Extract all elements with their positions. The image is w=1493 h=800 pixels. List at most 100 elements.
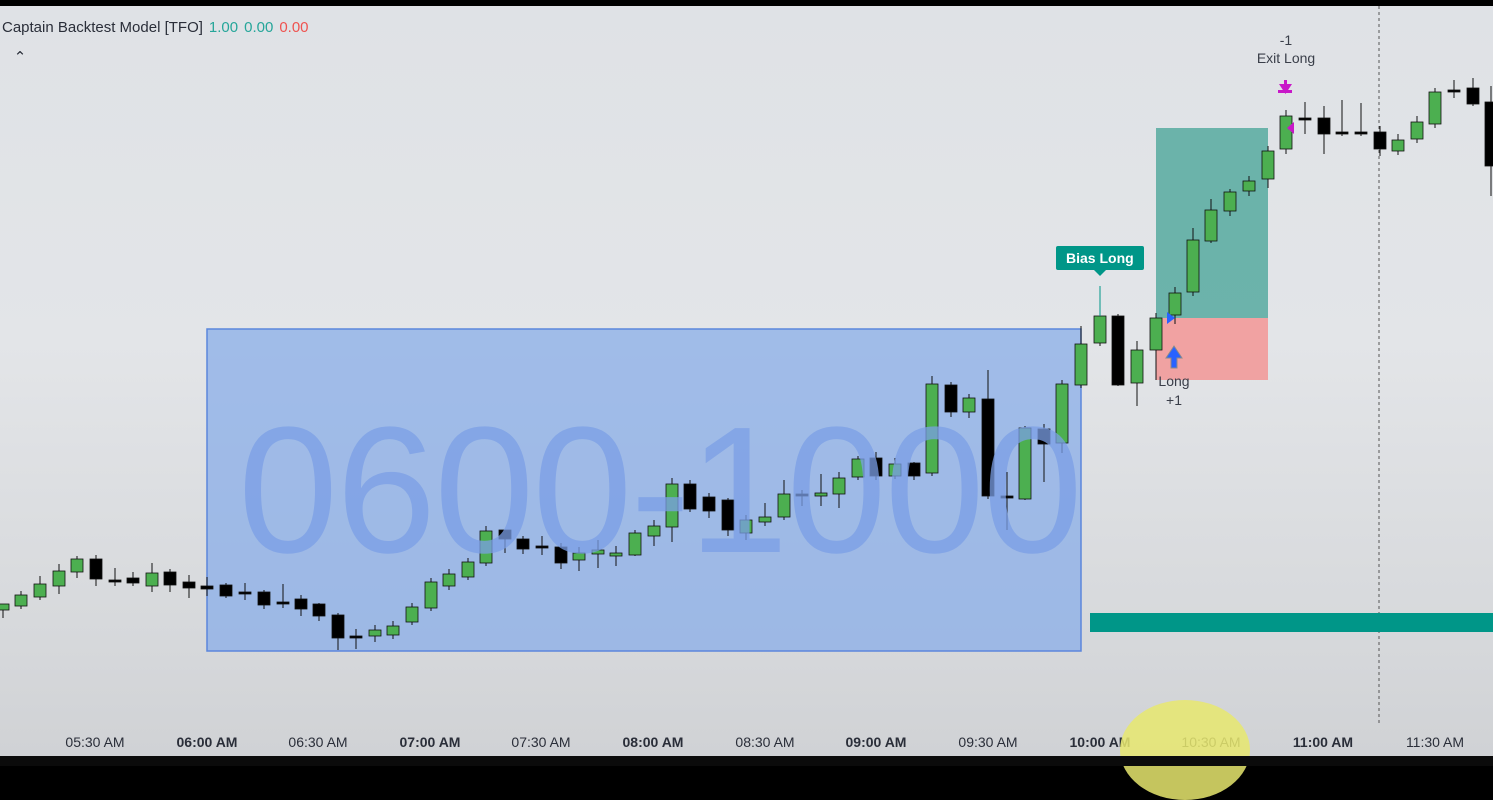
candle-body bbox=[1093, 315, 1107, 344]
candle-body bbox=[1074, 343, 1088, 386]
exit-long-arrow-icon bbox=[1278, 80, 1292, 94]
candle-body bbox=[1111, 315, 1125, 386]
candle-body bbox=[572, 552, 586, 561]
candle-body bbox=[276, 601, 290, 605]
candle-body bbox=[1484, 101, 1493, 167]
candle-body bbox=[628, 532, 642, 556]
candle-body bbox=[665, 483, 679, 528]
candle-body bbox=[1055, 383, 1069, 444]
candle-body bbox=[145, 572, 159, 587]
candle-body bbox=[294, 598, 308, 610]
candle-body bbox=[163, 571, 177, 586]
time-axis-label: 09:00 AM bbox=[845, 734, 907, 750]
candle-body bbox=[108, 579, 122, 583]
time-axis-label: 06:00 AM bbox=[176, 734, 238, 750]
indicator-legend[interactable]: Captain Backtest Model [TFO] 1.00 0.00 0.00 bbox=[2, 19, 309, 36]
candle-body bbox=[609, 552, 623, 557]
exit-qty: -1 bbox=[1279, 32, 1293, 48]
session-range-box bbox=[206, 328, 1082, 652]
candle-body bbox=[424, 581, 438, 609]
indicator-value-2: 0.00 bbox=[244, 19, 274, 36]
candle-body bbox=[907, 462, 921, 477]
candle-body bbox=[888, 463, 902, 477]
candle-body bbox=[869, 457, 883, 477]
candle-body bbox=[126, 577, 140, 584]
candle-body bbox=[70, 558, 84, 573]
candle-body bbox=[981, 398, 995, 497]
candle-body bbox=[498, 529, 512, 540]
time-axis-label: 05:30 AM bbox=[65, 734, 125, 750]
time-axis-label: 09:30 AM bbox=[958, 734, 1018, 750]
bias-long-label: Bias Long bbox=[1056, 246, 1144, 276]
long-entry-arrow-icon bbox=[1165, 345, 1183, 369]
candle-body bbox=[219, 584, 233, 597]
indicator-value-3: 0.00 bbox=[279, 19, 309, 36]
candle-body bbox=[1130, 349, 1144, 384]
indicator-name[interactable]: Captain Backtest Model [TFO] bbox=[2, 19, 203, 36]
candlestick-series bbox=[0, 78, 1493, 650]
candle-body bbox=[1354, 131, 1368, 135]
candle-body bbox=[647, 525, 661, 537]
price-plot[interactable] bbox=[0, 6, 1493, 756]
chevron-up-icon[interactable]: ⌃ bbox=[13, 49, 27, 66]
candle-body bbox=[182, 581, 196, 589]
candle-body bbox=[0, 603, 10, 611]
candle-body bbox=[1204, 209, 1218, 242]
candle-body bbox=[851, 458, 865, 478]
candle-body bbox=[312, 603, 326, 617]
time-axis-label: 07:00 AM bbox=[399, 734, 461, 750]
time-axis-label: 11:00 AM bbox=[1292, 734, 1354, 750]
candle-body bbox=[89, 558, 103, 580]
candle-body bbox=[479, 530, 493, 564]
candle-body bbox=[1335, 131, 1349, 135]
candle-body bbox=[1279, 115, 1293, 150]
candle-body bbox=[1168, 292, 1182, 316]
candle-body bbox=[832, 477, 846, 495]
candle-body bbox=[442, 573, 456, 587]
candle-body bbox=[1261, 150, 1275, 180]
candle-body bbox=[461, 561, 475, 578]
candle-body bbox=[349, 635, 363, 639]
candle-body bbox=[1018, 427, 1032, 500]
candle-body bbox=[739, 519, 753, 534]
candle-body bbox=[1000, 495, 1014, 499]
candle-body bbox=[405, 606, 419, 623]
candle-body bbox=[1037, 428, 1051, 445]
bottom-border bbox=[0, 756, 1493, 766]
chart-pane[interactable]: 0600-1000 Captain Backtest Model [TFO] 1.… bbox=[0, 6, 1493, 756]
entry-label: Long bbox=[1158, 373, 1190, 389]
exit-label: Exit Long bbox=[1256, 50, 1316, 66]
bias-level-line bbox=[1090, 613, 1493, 632]
candle-body bbox=[554, 546, 568, 564]
time-axis-label: 11:30 AM bbox=[1405, 734, 1465, 750]
candle-body bbox=[962, 397, 976, 413]
time-axis-label: 07:30 AM bbox=[511, 734, 571, 750]
time-axis-label: 08:30 AM bbox=[735, 734, 795, 750]
entry-qty: +1 bbox=[1166, 392, 1182, 408]
candle-body bbox=[200, 585, 214, 590]
candle-body bbox=[721, 499, 735, 531]
candle-body bbox=[1428, 91, 1442, 125]
candle-body bbox=[683, 483, 697, 510]
candle-body bbox=[1298, 117, 1312, 121]
candle-body bbox=[591, 549, 605, 555]
candle-body bbox=[702, 496, 716, 512]
time-axis-label: 10:00 AM bbox=[1069, 734, 1131, 750]
candle-body bbox=[795, 493, 809, 497]
candle-body bbox=[1223, 191, 1237, 212]
candle-body bbox=[368, 629, 382, 637]
cursor-highlight bbox=[1120, 700, 1250, 800]
time-axis-label: 08:00 AM bbox=[622, 734, 684, 750]
candle-body bbox=[1149, 317, 1163, 351]
candle-body bbox=[777, 493, 791, 518]
exit-marker-icon bbox=[1287, 122, 1294, 134]
time-axis-label: 06:30 AM bbox=[288, 734, 348, 750]
candle-body bbox=[331, 614, 345, 639]
candle-body bbox=[52, 570, 66, 587]
candle-body bbox=[1186, 239, 1200, 293]
candle-body bbox=[1466, 87, 1480, 105]
candle-body bbox=[535, 545, 549, 549]
candle-body bbox=[1447, 89, 1461, 93]
candle-body bbox=[1242, 180, 1256, 192]
entry-marker-icon bbox=[1167, 312, 1175, 324]
